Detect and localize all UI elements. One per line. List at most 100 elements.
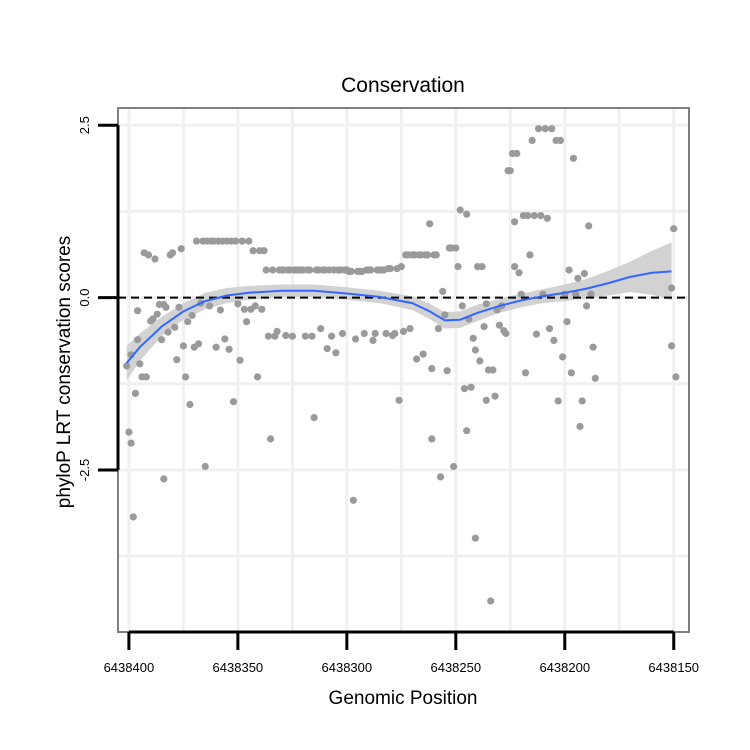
data-point <box>131 389 139 397</box>
data-point <box>668 342 676 350</box>
data-point <box>151 255 159 263</box>
data-point <box>580 269 589 278</box>
data-point <box>367 266 375 274</box>
data-point <box>406 325 414 333</box>
data-point <box>510 263 519 271</box>
data-point <box>179 342 187 350</box>
data-point <box>182 373 190 381</box>
x-tick-label: 6438150 <box>648 660 699 675</box>
data-point <box>352 335 360 343</box>
data-point <box>487 597 495 605</box>
data-point <box>251 302 259 310</box>
data-point <box>478 263 486 271</box>
data-point <box>443 367 451 375</box>
data-point <box>168 249 177 257</box>
data-point <box>249 247 257 255</box>
grid-lines <box>118 108 689 632</box>
data-point <box>471 534 479 542</box>
x-tick-label: 6438200 <box>539 660 590 675</box>
data-point <box>545 325 554 333</box>
data-point <box>386 265 394 273</box>
chart-title: Conservation <box>341 74 465 97</box>
data-point <box>489 366 497 374</box>
data-point <box>441 311 449 319</box>
data-point <box>432 251 440 259</box>
data-point <box>482 396 490 404</box>
data-point <box>541 125 549 133</box>
data-point <box>439 287 447 295</box>
data-point <box>301 332 309 340</box>
data-point <box>428 365 436 373</box>
data-point <box>587 290 595 298</box>
data-point <box>554 397 562 405</box>
data-point <box>225 345 233 353</box>
data-point <box>136 360 144 368</box>
data-point <box>578 397 586 405</box>
data-point <box>149 315 157 323</box>
data-point <box>317 325 325 333</box>
data-point <box>515 269 523 277</box>
data-point <box>574 274 582 282</box>
data-point <box>238 237 246 245</box>
data-point <box>229 398 238 406</box>
data-point <box>221 335 229 343</box>
data-point <box>589 343 597 351</box>
x-tick-label: 6438250 <box>430 660 481 675</box>
data-point <box>413 355 421 363</box>
data-point <box>158 336 166 344</box>
data-point <box>535 125 543 133</box>
data-point <box>236 356 244 364</box>
data-point <box>391 329 399 338</box>
confidence-band <box>126 242 672 381</box>
data-point <box>469 334 477 342</box>
data-point <box>360 329 368 338</box>
data-point <box>482 300 490 308</box>
data-point <box>253 373 262 381</box>
data-point <box>480 323 488 331</box>
x-axis-label: Genomic Position <box>329 688 478 709</box>
data-point <box>419 350 427 358</box>
data-point <box>144 251 153 259</box>
data-point <box>205 302 214 310</box>
data-point <box>310 414 318 422</box>
data-point <box>177 245 185 253</box>
data-point <box>583 302 591 310</box>
x-tick-label: 6438350 <box>213 660 264 675</box>
data-point <box>288 332 296 340</box>
data-point <box>212 343 220 351</box>
data-point <box>175 303 183 311</box>
data-point <box>129 513 137 521</box>
data-point <box>526 251 534 259</box>
data-point <box>491 392 499 400</box>
data-point <box>471 346 479 354</box>
data-point <box>201 462 209 471</box>
data-point <box>428 435 436 443</box>
data-point <box>532 330 541 338</box>
data-point <box>188 311 196 320</box>
data-point <box>524 212 532 220</box>
data-point <box>347 267 355 275</box>
data-point <box>395 396 403 404</box>
data-point <box>273 327 281 335</box>
data-point <box>267 435 275 443</box>
data-point <box>528 136 536 144</box>
data-point <box>258 305 266 313</box>
data-point <box>668 284 676 292</box>
data-point <box>397 263 405 271</box>
data-point <box>506 167 514 175</box>
data-point <box>382 329 390 338</box>
y-tick-label: -2.5 <box>77 459 92 481</box>
data-point <box>567 369 575 377</box>
data-point <box>550 336 558 344</box>
data-point <box>173 356 181 364</box>
data-point <box>495 321 503 329</box>
data-point <box>243 318 251 326</box>
data-point <box>240 305 248 313</box>
data-point <box>264 332 272 340</box>
data-point <box>234 300 242 308</box>
data-point <box>160 475 168 483</box>
data-point <box>436 473 445 481</box>
y-axis-label: phyloP LRT conservation scores <box>54 236 75 509</box>
y-tick-label: 2.5 <box>77 116 92 134</box>
smooth-trend-line <box>125 270 672 364</box>
